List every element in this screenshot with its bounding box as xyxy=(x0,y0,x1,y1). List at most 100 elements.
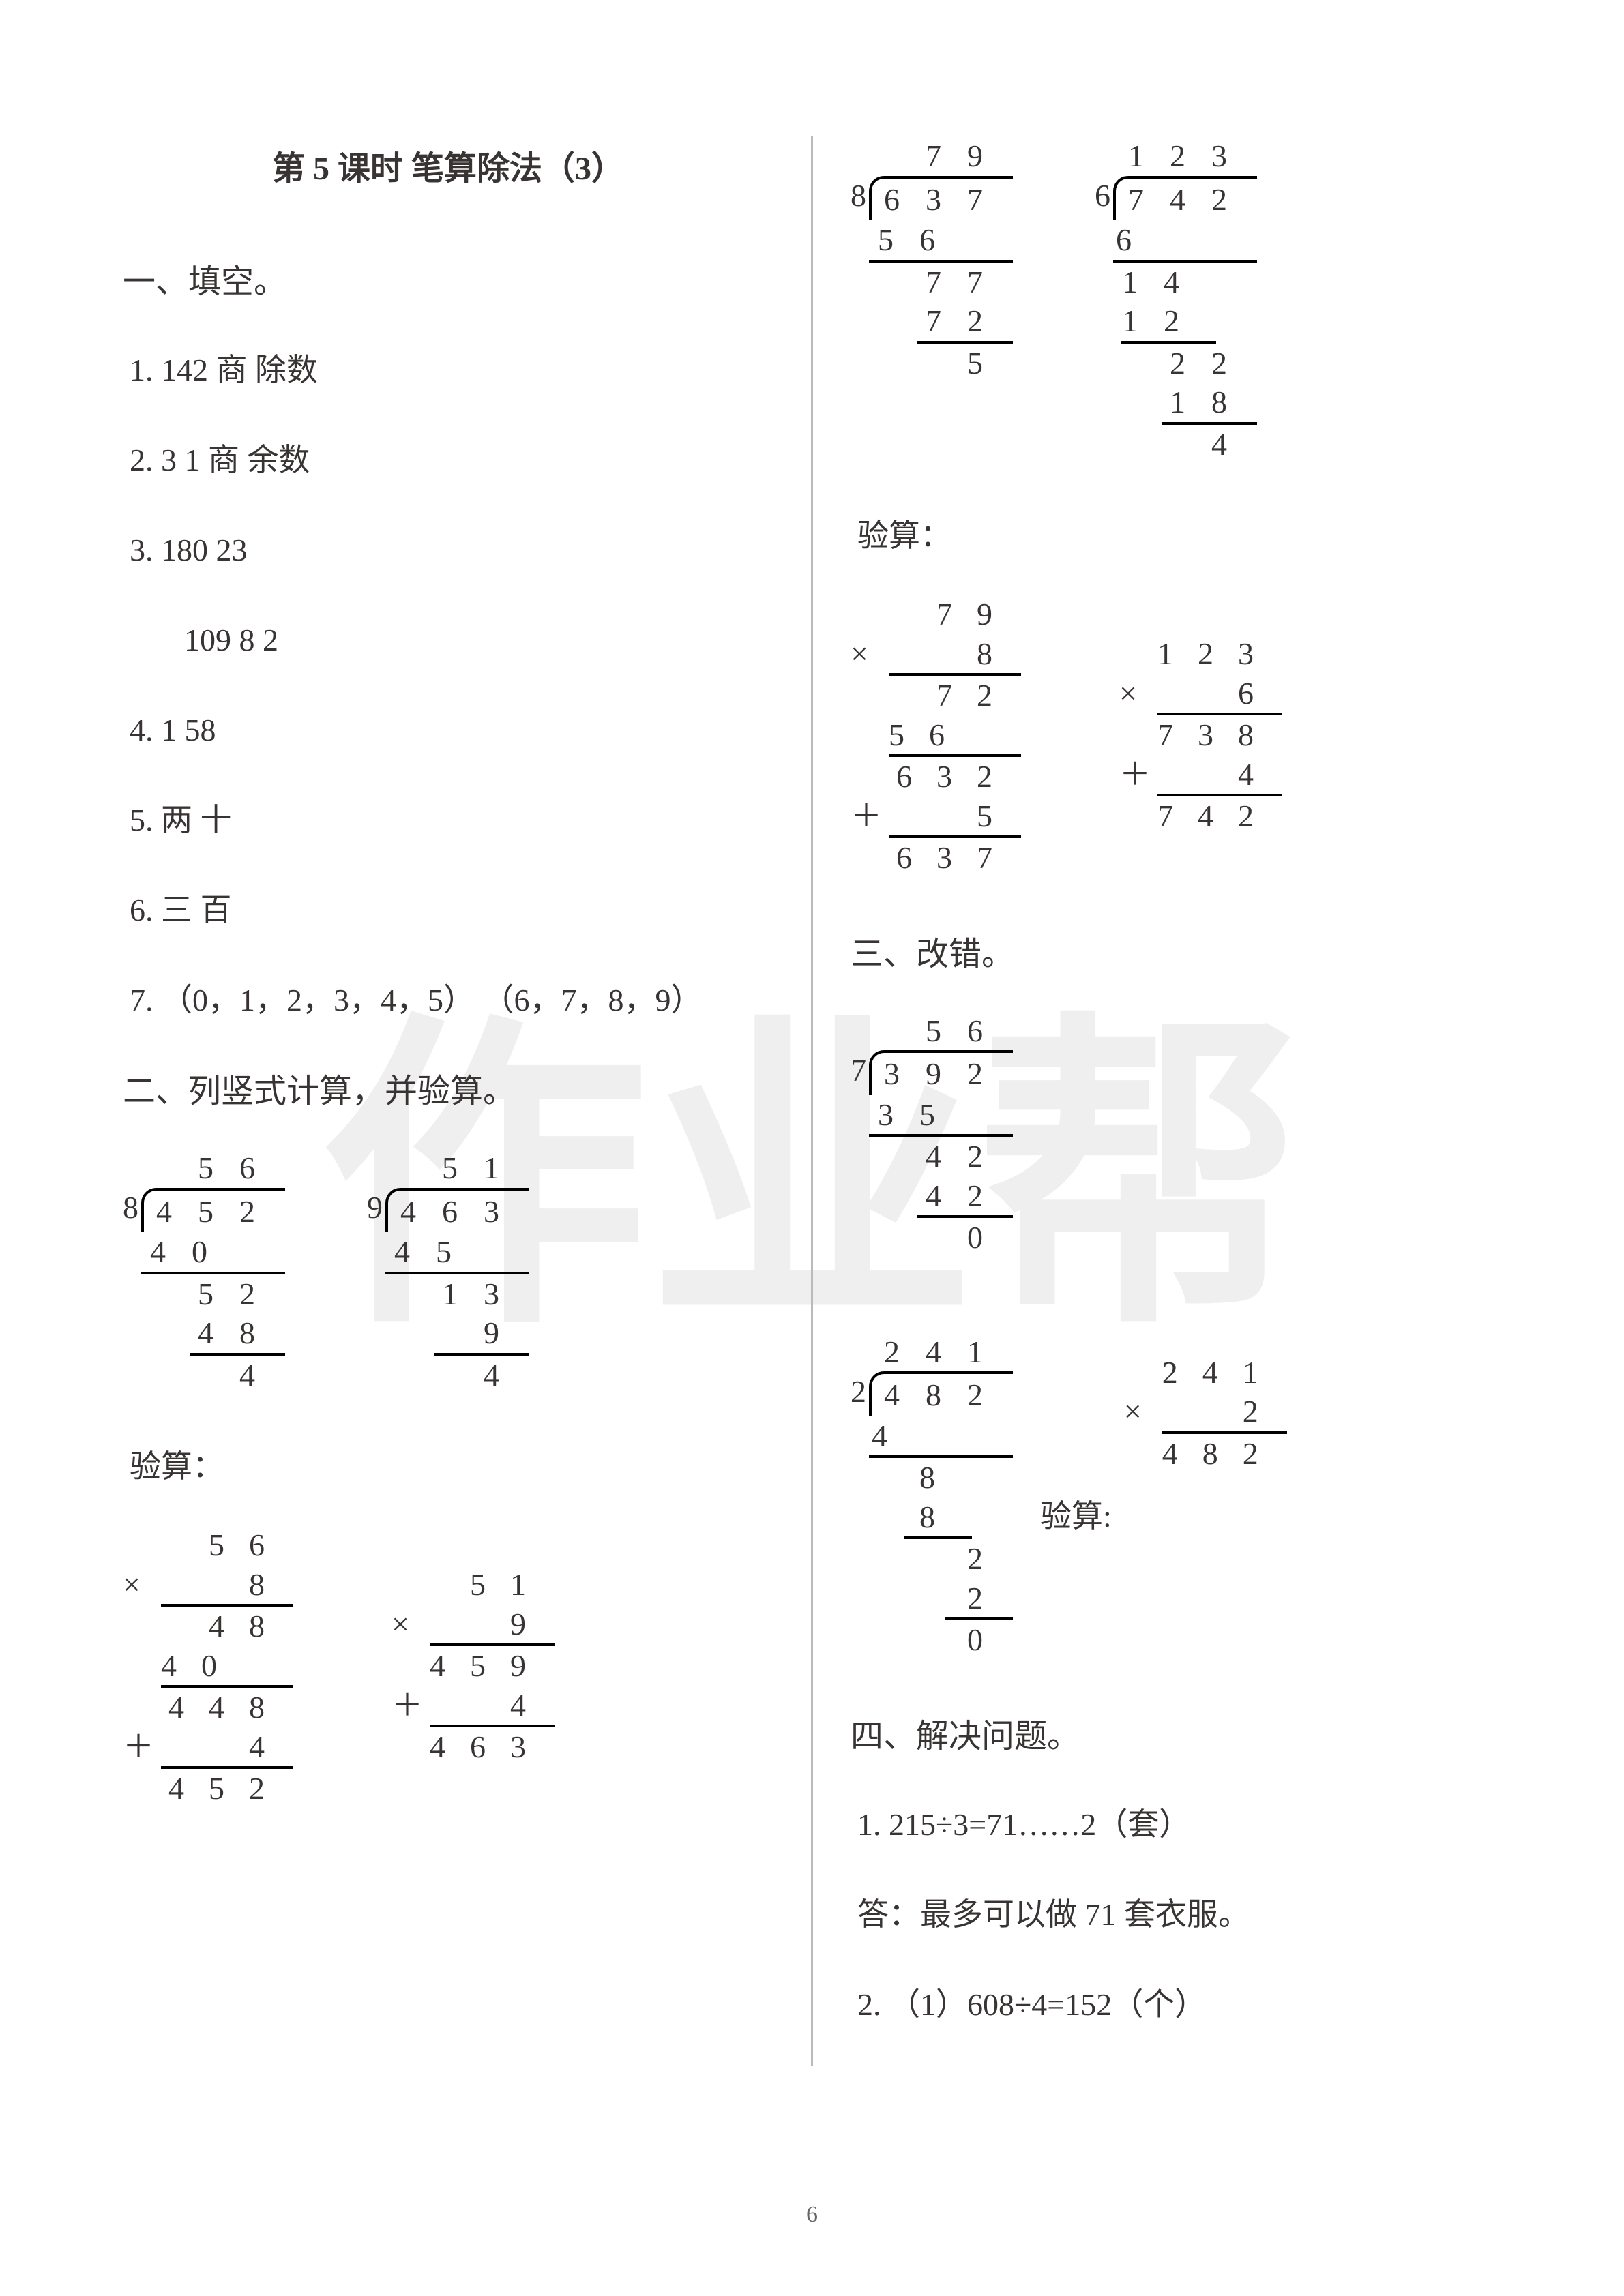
long-division-4: 6 123 742 6 14 12 22 18 4 xyxy=(1095,136,1257,464)
vm-row-1: 56 ×8 48 40 448 ＋4 452 51 ×9 459 xyxy=(123,1525,773,1829)
ld3-s2: 72 xyxy=(869,301,1013,341)
ld2-s3: 4 xyxy=(385,1356,529,1395)
verify-label-right: 验算： xyxy=(857,505,1501,567)
fill-5: 5. 两 十 xyxy=(130,789,773,852)
vm5-r1: ×2 xyxy=(1162,1392,1287,1431)
ld3-s0: 56 xyxy=(869,220,1013,260)
vm1-r4: 448 xyxy=(161,1688,293,1727)
ld5-quotient: 56 xyxy=(869,1011,1013,1051)
vm4-r4: 742 xyxy=(1157,796,1282,836)
content-area: 第 5 课时 笔算除法（3） 一、填空。 1. 142 商 除数 2. 3 1 … xyxy=(123,136,1501,2228)
ld4-s4: 18 xyxy=(1113,383,1257,422)
ld4-dividend: 742 xyxy=(1113,176,1257,221)
page: 作业帮 第 5 课时 笔算除法（3） 一、填空。 1. 142 商 除数 2. … xyxy=(0,0,1624,2296)
ld6-s5: 0 xyxy=(869,1620,1013,1660)
fill-1: 1. 142 商 除数 xyxy=(130,339,773,402)
fill-4: 4. 1 58 xyxy=(130,699,773,762)
ld4-quotient: 123 xyxy=(1113,136,1257,176)
vert-mult-4: 123 ×6 738 ＋4 742 xyxy=(1157,634,1282,878)
ld5-s0: 35 xyxy=(869,1095,1013,1135)
ld4-s5: 4 xyxy=(1113,425,1257,464)
vm2-r4: 463 xyxy=(430,1727,555,1767)
vm1-r1: ×8 xyxy=(161,1565,293,1605)
vert-mult-5: 241 ×2 482 xyxy=(1162,1353,1287,1474)
ld5-s3: 0 xyxy=(869,1218,1013,1257)
section-3-head: 三、改错。 xyxy=(851,922,1501,987)
ld3-s1: 77 xyxy=(869,263,1013,302)
ld6-quotient: 241 xyxy=(869,1332,1013,1372)
left-column: 第 5 课时 笔算除法（3） 一、填空。 1. 142 商 除数 2. 3 1 … xyxy=(123,136,811,2228)
ld6-s0: 4 xyxy=(869,1416,1013,1456)
ld6-dividend: 482 xyxy=(869,1371,1013,1416)
ld4-s1: 14 xyxy=(1113,263,1257,302)
q1: 1. 215÷3=71……2（套） xyxy=(857,1793,1501,1856)
vert-mult-3: 79 ×8 72 56 632 ＋5 637 xyxy=(889,595,1021,878)
ld6-s1: 8 xyxy=(869,1458,1013,1497)
ld2-divisor: 9 xyxy=(367,1148,385,1227)
vm1-r2: 48 xyxy=(161,1607,293,1646)
ld6-s3: 2 xyxy=(869,1539,1013,1579)
vm2-r1: ×9 xyxy=(430,1605,555,1644)
vm3-r1: ×8 xyxy=(889,634,1021,674)
vm3-r4: 632 xyxy=(889,757,1021,796)
ld5-s1: 42 xyxy=(869,1137,1013,1176)
fill-6: 6. 三 百 xyxy=(130,879,773,942)
ld3-divisor: 8 xyxy=(851,136,869,215)
q1-answer: 答：最多可以做 71 套衣服。 xyxy=(857,1883,1501,1946)
ld2-s1: 13 xyxy=(385,1274,529,1314)
vm4-r2: 738 xyxy=(1157,715,1282,755)
ld-row-1: 8 56 452 40 52 48 4 xyxy=(123,1148,773,1415)
vm2-r3: ＋4 xyxy=(430,1686,555,1725)
fill-2: 2. 3 1 商 余数 xyxy=(130,429,773,492)
vm3-r6: 637 xyxy=(889,838,1021,878)
vert-mult-1: 56 ×8 48 40 448 ＋4 452 xyxy=(161,1525,293,1808)
vm4-r1: ×6 xyxy=(1157,674,1282,713)
ld1-quotient: 56 xyxy=(141,1148,285,1188)
ld1-divisor: 8 xyxy=(123,1148,141,1227)
long-division-2: 9 51 463 45 13 9 4 xyxy=(367,1148,529,1395)
ld-row-2: 8 79 637 56 77 72 5 xyxy=(851,136,1501,484)
ld5-dividend: 392 xyxy=(869,1050,1013,1095)
ld1-s3: 4 xyxy=(141,1356,285,1395)
vm4-r3: ＋4 xyxy=(1157,755,1282,794)
ld4-s0: 6 xyxy=(1113,220,1257,260)
vm3-r0: 79 xyxy=(889,595,1021,634)
vm1-r0: 56 xyxy=(161,1525,293,1565)
long-division-6: 2 241 482 4 8 8 2 2 0 xyxy=(851,1332,1013,1660)
section-1-head: 一、填空。 xyxy=(123,250,773,315)
vm3-r3: 56 xyxy=(889,715,1021,755)
right-column: 8 79 637 56 77 72 5 xyxy=(813,136,1501,2228)
vert-mult-2: 51 ×9 459 ＋4 463 xyxy=(430,1565,555,1808)
vm4-r0: 123 xyxy=(1157,634,1282,674)
section-4-head: 四、解决问题。 xyxy=(851,1704,1501,1770)
ld3-s3: 5 xyxy=(869,344,1013,383)
vm5-label: 验算: xyxy=(1040,1485,1112,1548)
section-2-head: 二、列竖式计算，并验算。 xyxy=(123,1059,773,1124)
long-division-5: 7 56 392 35 42 42 0 xyxy=(851,1011,1013,1257)
ld1-s2: 48 xyxy=(141,1313,285,1353)
ld5-divisor: 7 xyxy=(851,1011,869,1090)
ld6-divisor: 2 xyxy=(851,1332,869,1412)
ld2-s2: 9 xyxy=(385,1313,529,1353)
long-division-1: 8 56 452 40 52 48 4 xyxy=(123,1148,285,1395)
ld1-dividend: 452 xyxy=(141,1188,285,1233)
ld-row-3: 2 241 482 4 8 8 2 2 0 xyxy=(851,1332,1501,1680)
fill-3a: 3. 180 23 xyxy=(130,519,773,582)
vm2-r2: 459 xyxy=(430,1646,555,1686)
vm1-r6: 452 xyxy=(161,1769,293,1808)
ld2-s0: 45 xyxy=(385,1232,529,1272)
ld3-dividend: 637 xyxy=(869,176,1013,221)
ld3-quotient: 79 xyxy=(869,136,1013,176)
vm3-r5: ＋5 xyxy=(889,796,1021,836)
vm5-r0: 241 xyxy=(1162,1353,1287,1392)
ld4-s2: 12 xyxy=(1113,301,1257,341)
vm1-r3: 40 xyxy=(161,1646,293,1686)
long-division-3: 8 79 637 56 77 72 5 xyxy=(851,136,1013,464)
verify-label-left: 验算： xyxy=(130,1435,773,1498)
ld6-s4: 2 xyxy=(869,1579,1013,1618)
vm3-r2: 72 xyxy=(889,676,1021,715)
fill-3b: 109 8 2 xyxy=(184,609,773,672)
ld2-dividend: 463 xyxy=(385,1188,529,1233)
ld4-s3: 22 xyxy=(1113,344,1257,383)
fill-7: 7. （0，1，2，3，4，5） （6，7，8，9） xyxy=(130,969,773,1032)
